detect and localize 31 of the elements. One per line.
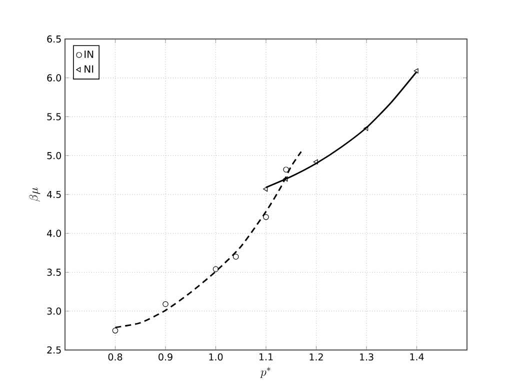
x-tick-label: 1.4 (410, 353, 424, 360)
point (263, 214, 269, 220)
point (162, 301, 168, 308)
y-tick-label: 6.5 (47, 35, 61, 43)
y-tick-label: 3.5 (47, 268, 61, 276)
x-axis-title: $p^*$ (260, 367, 270, 378)
point (283, 176, 288, 182)
point (263, 186, 268, 192)
y-tick-label: 6.0 (47, 74, 62, 82)
y-tick-label: 5.5 (47, 113, 61, 120)
point (313, 159, 318, 164)
y-tick-label: 5.0 (47, 152, 62, 160)
x-tick-label: 1.3 (360, 353, 374, 361)
point (232, 254, 239, 260)
point (414, 68, 418, 74)
point (112, 328, 118, 334)
x-tick-label: 1.2 (310, 353, 323, 360)
point (212, 266, 219, 272)
y-tick-label: 4.5 (47, 190, 61, 198)
legend-label: NI (84, 65, 94, 73)
y-tick-label: 4.0 (47, 230, 62, 237)
x-tick-label: 0.8 (108, 353, 122, 361)
legend-label: IN (84, 50, 94, 58)
point (364, 126, 368, 131)
y-tick-label: 3.0 (47, 308, 62, 315)
x-tick-label: 0.9 (158, 353, 172, 361)
point (283, 166, 289, 173)
x-tick-label: 1.0 (209, 353, 223, 361)
y-tick-label: 2.5 (47, 346, 61, 354)
x-tick-label: 1.1 (259, 353, 273, 360)
y-axis-title: $\beta\mu$ (29, 188, 40, 202)
